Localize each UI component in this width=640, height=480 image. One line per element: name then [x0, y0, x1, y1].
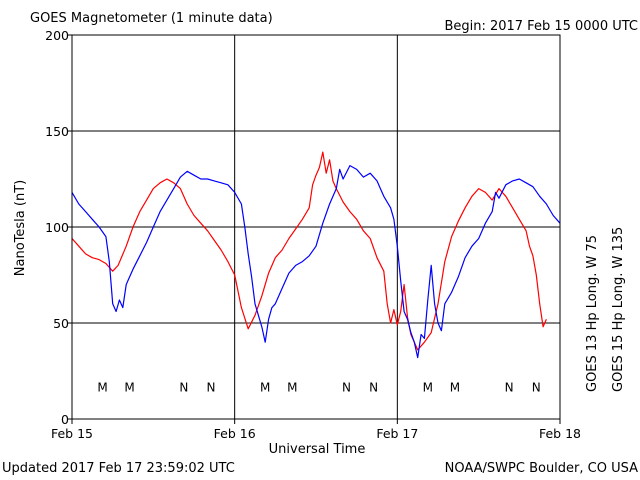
- x-axis-ticks: Feb 15 Feb 16 Feb 17 Feb 18: [51, 419, 581, 441]
- noon-marker: N: [179, 380, 188, 394]
- begin-time-label: Begin: 2017 Feb 15 0000 UTC: [444, 19, 638, 34]
- midnight-marker: M: [423, 380, 433, 394]
- x-tick-label: Feb 18: [539, 426, 581, 441]
- legend-goes13: GOES 13 Hp Long. W 75: [585, 235, 600, 392]
- midnight-marker: M: [287, 380, 297, 394]
- midnight-marker: M: [450, 380, 460, 394]
- y-tick-label: 150: [45, 124, 69, 139]
- x-tick-label: Feb 15: [51, 426, 93, 441]
- noon-marker: N: [505, 380, 514, 394]
- chart-title: GOES Magnetometer (1 minute data): [30, 11, 273, 26]
- y-tick-label: 50: [53, 316, 69, 331]
- data-series: [71, 151, 561, 359]
- footer-updated: Updated 2017 Feb 17 23:59:02 UTC: [2, 461, 235, 476]
- footer-credit: NOAA/SWPC Boulder, CO USA: [445, 461, 638, 476]
- noon-marker: N: [369, 380, 378, 394]
- y-tick-label: 200: [45, 28, 69, 43]
- y-tick-label: 0: [61, 412, 69, 427]
- midnight-marker: M: [260, 380, 270, 394]
- noon-marker: N: [532, 380, 541, 394]
- series-goes15-line: [71, 165, 561, 359]
- noon-marker: N: [342, 380, 351, 394]
- y-axis-ticks: 0 50 100 150 200: [45, 28, 72, 427]
- x-axis-label: Universal Time: [269, 442, 366, 457]
- legend-goes15: GOES 15 Hp Long. W 135: [611, 227, 626, 392]
- x-tick-label: Feb 17: [376, 426, 418, 441]
- y-axis-label: NanoTesla (nT): [13, 180, 28, 276]
- x-tick-label: Feb 16: [214, 426, 256, 441]
- noon-marker: N: [206, 380, 215, 394]
- y-tick-label: 100: [45, 220, 69, 235]
- midnight-marker: M: [97, 380, 107, 394]
- series-goes13-line: [71, 151, 547, 351]
- midnight-marker: M: [124, 380, 134, 394]
